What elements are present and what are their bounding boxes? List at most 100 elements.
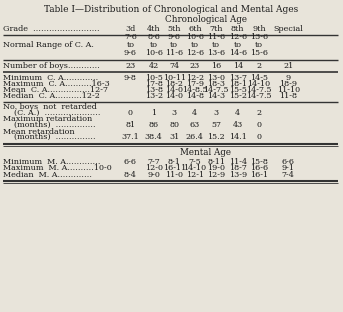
Text: 3: 3 bbox=[214, 109, 218, 117]
Text: 19-0: 19-0 bbox=[207, 164, 225, 173]
Text: 5th: 5th bbox=[167, 25, 181, 33]
Text: 10-6: 10-6 bbox=[186, 33, 204, 41]
Text: 12-6: 12-6 bbox=[229, 33, 247, 41]
Text: 26.4: 26.4 bbox=[186, 133, 204, 141]
Text: 15-6: 15-6 bbox=[250, 49, 268, 57]
Text: 13-8: 13-8 bbox=[145, 86, 163, 94]
Text: 6-6: 6-6 bbox=[282, 158, 295, 166]
Text: 23: 23 bbox=[190, 62, 200, 70]
Text: 2: 2 bbox=[257, 109, 261, 117]
Text: 80: 80 bbox=[169, 121, 179, 129]
Text: 15.2: 15.2 bbox=[207, 133, 225, 141]
Text: 8-1: 8-1 bbox=[168, 158, 181, 166]
Text: 13-0: 13-0 bbox=[207, 74, 225, 82]
Text: Mean  C. A.……………12-7: Mean C. A.……………12-7 bbox=[3, 86, 108, 94]
Text: 42: 42 bbox=[149, 62, 159, 70]
Text: 10-6: 10-6 bbox=[145, 49, 163, 57]
Text: Number of boys…………: Number of boys………… bbox=[3, 62, 100, 70]
Text: 14-3: 14-3 bbox=[207, 92, 225, 100]
Text: 6-6: 6-6 bbox=[124, 158, 137, 166]
Text: 15-5: 15-5 bbox=[229, 86, 247, 94]
Text: 12-6: 12-6 bbox=[186, 49, 204, 57]
Text: 3d: 3d bbox=[125, 25, 135, 33]
Text: 3: 3 bbox=[172, 109, 177, 117]
Text: 13-6: 13-6 bbox=[207, 49, 225, 57]
Text: 57: 57 bbox=[211, 121, 221, 129]
Text: 14-0: 14-0 bbox=[165, 92, 183, 100]
Text: 18-9: 18-9 bbox=[279, 80, 297, 88]
Text: 7-4: 7-4 bbox=[282, 171, 295, 179]
Text: 16-6: 16-6 bbox=[250, 164, 268, 173]
Text: 13-7: 13-7 bbox=[229, 74, 247, 82]
Text: Minimum  C. A.…………: Minimum C. A.………… bbox=[3, 74, 99, 82]
Text: 9-6: 9-6 bbox=[124, 49, 137, 57]
Text: 11-0: 11-0 bbox=[165, 171, 183, 179]
Text: 12-1: 12-1 bbox=[186, 171, 204, 179]
Text: 81: 81 bbox=[125, 121, 135, 129]
Text: 13-9: 13-9 bbox=[229, 171, 247, 179]
Text: 11-10: 11-10 bbox=[276, 86, 300, 94]
Text: to: to bbox=[126, 41, 134, 49]
Text: 17-8: 17-8 bbox=[145, 80, 163, 88]
Text: Median  C. A.………12-2: Median C. A.………12-2 bbox=[3, 92, 100, 100]
Text: 11-4: 11-4 bbox=[229, 158, 247, 166]
Text: 9-0: 9-0 bbox=[147, 171, 160, 179]
Text: 13-2: 13-2 bbox=[145, 92, 163, 100]
Text: 14-7.5: 14-7.5 bbox=[246, 86, 272, 94]
Text: 12-0: 12-0 bbox=[145, 164, 163, 173]
Text: 37.1: 37.1 bbox=[121, 133, 139, 141]
Text: 18-3: 18-3 bbox=[207, 80, 225, 88]
Text: 17-9: 17-9 bbox=[186, 80, 204, 88]
Text: 18-7: 18-7 bbox=[229, 164, 247, 173]
Text: 14-7.5: 14-7.5 bbox=[203, 86, 229, 94]
Text: 11-6: 11-6 bbox=[165, 49, 183, 57]
Text: 14-6: 14-6 bbox=[229, 49, 247, 57]
Text: Maximum  C. A.………16-3: Maximum C. A.………16-3 bbox=[3, 80, 110, 88]
Text: 9-6: 9-6 bbox=[168, 33, 181, 41]
Text: 15-2: 15-2 bbox=[229, 92, 247, 100]
Text: Chronological Age: Chronological Age bbox=[165, 15, 247, 24]
Text: 63: 63 bbox=[190, 121, 200, 129]
Text: No. boys  not  retarded: No. boys not retarded bbox=[3, 103, 97, 111]
Text: to: to bbox=[150, 41, 158, 49]
Text: 8-11: 8-11 bbox=[207, 158, 225, 166]
Text: Mental Age: Mental Age bbox=[180, 148, 231, 157]
Text: 14: 14 bbox=[233, 62, 243, 70]
Text: 14-10: 14-10 bbox=[247, 80, 271, 88]
Text: 0: 0 bbox=[257, 121, 261, 129]
Text: 15-8: 15-8 bbox=[250, 158, 268, 166]
Text: 9th: 9th bbox=[252, 25, 266, 33]
Text: 12-9: 12-9 bbox=[207, 171, 225, 179]
Text: 7-7: 7-7 bbox=[147, 158, 160, 166]
Text: 9-1: 9-1 bbox=[282, 164, 295, 173]
Text: 0: 0 bbox=[257, 133, 261, 141]
Text: 6th: 6th bbox=[188, 25, 202, 33]
Text: to: to bbox=[234, 41, 242, 49]
Text: 4: 4 bbox=[235, 109, 240, 117]
Text: 11-6: 11-6 bbox=[207, 33, 225, 41]
Text: 14-10: 14-10 bbox=[183, 164, 206, 173]
Text: 4th: 4th bbox=[147, 25, 161, 33]
Text: 9-8: 9-8 bbox=[124, 74, 137, 82]
Text: 7-5: 7-5 bbox=[188, 158, 201, 166]
Text: 16: 16 bbox=[211, 62, 221, 70]
Text: 12-2: 12-2 bbox=[186, 74, 204, 82]
Text: Table I—Distribution of Chronological and Mental Ages: Table I—Distribution of Chronological an… bbox=[44, 6, 299, 14]
Text: Special: Special bbox=[273, 25, 303, 33]
Text: 16-11: 16-11 bbox=[163, 164, 186, 173]
Text: 14.1: 14.1 bbox=[229, 133, 247, 141]
Text: Grade  …………………….: Grade ……………………. bbox=[3, 25, 100, 33]
Text: 10-11: 10-11 bbox=[163, 74, 186, 82]
Text: (months)  ……………: (months) …………… bbox=[14, 121, 95, 129]
Text: 74: 74 bbox=[169, 62, 179, 70]
Text: 14-8.5: 14-8.5 bbox=[182, 86, 208, 94]
Text: to: to bbox=[170, 41, 178, 49]
Text: 8th: 8th bbox=[231, 25, 245, 33]
Text: 16-1: 16-1 bbox=[250, 171, 268, 179]
Text: Normal Range of C. A.: Normal Range of C. A. bbox=[3, 41, 94, 49]
Text: 18-2: 18-2 bbox=[165, 80, 183, 88]
Text: 38.4: 38.4 bbox=[145, 133, 163, 141]
Text: 8-6: 8-6 bbox=[147, 33, 160, 41]
Text: 10-5: 10-5 bbox=[145, 74, 163, 82]
Text: 11-8: 11-8 bbox=[279, 92, 297, 100]
